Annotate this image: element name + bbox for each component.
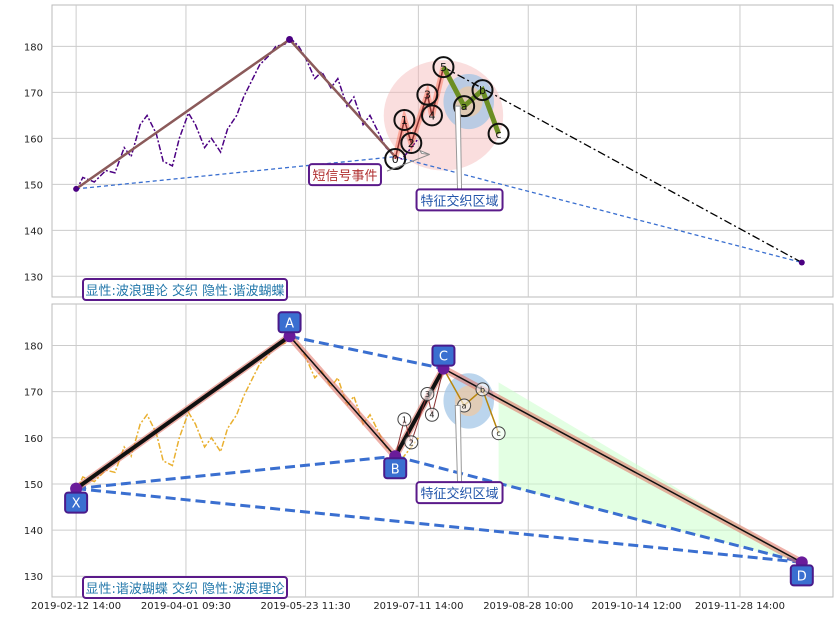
mini-marker-b: [475, 382, 490, 397]
y-tick-label: 140: [24, 526, 43, 537]
wave-marker-b: [471, 79, 494, 102]
pattern-fill: [498, 382, 802, 563]
point-label-X: X: [72, 497, 81, 512]
dashed-trend-line: [76, 156, 802, 264]
x-tick-label: 2019-07-11 14:00: [373, 601, 463, 612]
xabcd-leg-bc: [393, 367, 446, 458]
point-box-C: [431, 344, 456, 367]
mini-marker-c: [491, 426, 506, 441]
mini-marker-3: [420, 386, 435, 401]
wave-marker-c: [487, 122, 510, 145]
mini-marker-1: [397, 412, 412, 427]
wave-label-2: 2: [408, 137, 415, 150]
wave-marker-1: [393, 108, 416, 131]
wave-marker-0: [384, 148, 407, 171]
x-tick-label: 2019-11-28 14:00: [695, 601, 785, 612]
wave-marker-4: [420, 104, 443, 127]
mini-label-2: 2: [409, 438, 414, 447]
mini-label-1: 1: [402, 415, 407, 424]
point-box-X: [64, 491, 89, 514]
xabcd-leg-xa: [74, 334, 291, 491]
signal-arrow: [386, 153, 430, 172]
mini-marker-4: [424, 407, 439, 422]
wave-label-0: 0: [392, 153, 399, 166]
price-series-line: [75, 36, 419, 192]
dashed-line-bd: [394, 454, 803, 564]
y-tick-label: 150: [24, 480, 43, 491]
wave-marker-5: [432, 56, 455, 79]
point-label-A: A: [285, 316, 294, 331]
y-tick-label: 170: [24, 88, 43, 99]
feature-zone-label: 特征交织区域: [421, 486, 499, 502]
mini-marker-2: [404, 435, 419, 450]
y-tick-label: 170: [24, 388, 43, 399]
legend-label: 显性:谐波蝴蝶 交织 隐性:波浪理论: [85, 581, 284, 597]
dashed-line-xd: [75, 487, 802, 564]
signal-arrow-head: [418, 149, 430, 155]
point-label-D: D: [797, 569, 807, 584]
dashed-line-ac: [289, 334, 444, 371]
wave-label-b: b: [479, 84, 486, 97]
feature-zone-box: [415, 481, 504, 505]
x-tick-label: 2019-05-23 11:30: [261, 601, 351, 612]
mini-label-b: b: [480, 385, 485, 394]
mini-label-4: 4: [429, 411, 434, 420]
wave-label-c: c: [496, 128, 502, 141]
y-tick-label: 180: [24, 342, 43, 353]
y-tick-label: 140: [24, 226, 43, 237]
panel-top: 130 140 150 160 170 180 0 12 3 4 5 ab c 短信号事件特征交织区域显性…: [24, 4, 834, 301]
mini-label-3: 3: [425, 390, 430, 399]
feature-zone-box: [415, 188, 504, 212]
mini-label-a: a: [462, 402, 467, 411]
point-label-C: C: [439, 350, 448, 365]
plot-area: [51, 4, 834, 298]
peak-point: [286, 35, 294, 43]
panel-bottom: 130 140 150 160 170 180 2019-02-12 14:00 2019-0…: [24, 303, 834, 612]
projection-end-point: [798, 259, 805, 266]
wave-label-3: 3: [424, 89, 431, 102]
x-tick-label: 2019-08-28 10:00: [483, 601, 573, 612]
legend-box: [82, 278, 288, 301]
short-signal-box: [307, 163, 382, 187]
y-tick-label: 180: [24, 42, 43, 53]
point-box-D: [789, 564, 814, 587]
point-box-B: [383, 457, 408, 480]
wave-label-1: 1: [401, 114, 408, 127]
mini-abc-line: [442, 368, 500, 434]
wave-label-a: a: [461, 100, 468, 113]
legend-box: [82, 576, 288, 599]
y-tick-label: 160: [24, 434, 43, 445]
wave-label-4: 4: [428, 109, 435, 122]
x-tick-label: 2019-04-01 09:30: [141, 601, 231, 612]
mini-label-c: c: [496, 429, 500, 438]
short-signal-label: 短信号事件: [312, 169, 377, 184]
x-tick-label: 2019-10-14 12:00: [591, 601, 681, 612]
point-label-B: B: [391, 462, 400, 477]
wave-marker-2: [400, 131, 423, 154]
feature-zone-label: 特征交织区域: [421, 193, 499, 209]
x-tick-label: 2019-02-12 14:00: [31, 601, 121, 612]
wave-line: [394, 66, 445, 160]
y-tick-label: 130: [24, 572, 43, 583]
y-tick-label: 130: [24, 272, 43, 283]
wave-marker-a: [453, 95, 476, 118]
dashed-line-xb: [75, 454, 396, 491]
wave-marker-3: [416, 83, 439, 106]
abc-line: [441, 65, 501, 135]
legend-label: 显性:波浪理论 交织 隐性:谐波蝴蝶: [85, 283, 284, 299]
point-box-A: [277, 311, 302, 334]
projection-line: [443, 66, 803, 264]
wave-label-5: 5: [440, 61, 447, 74]
y-tick-label: 150: [24, 180, 43, 191]
start-point: [73, 185, 80, 192]
y-tick-label: 160: [24, 134, 43, 145]
